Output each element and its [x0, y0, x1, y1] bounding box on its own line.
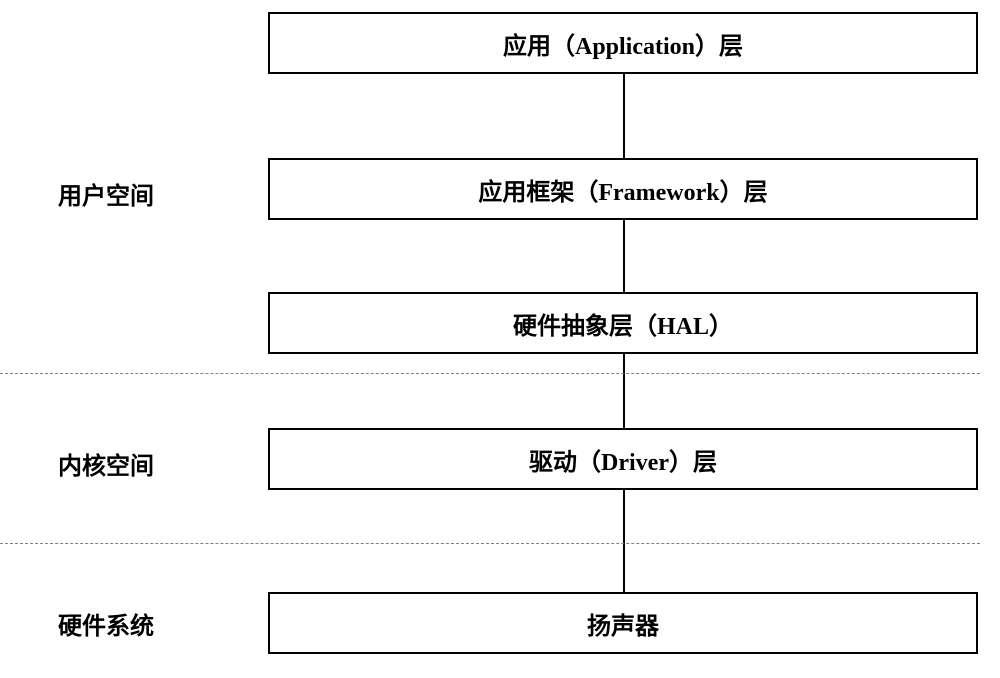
box-hal: 硬件抽象层（HAL） [268, 292, 978, 354]
connector-hal-driver [623, 354, 625, 428]
box-label-driver: 驱动（Driver）层 [529, 442, 717, 477]
diagram-stage: 应用（Application）层应用框架（Framework）层硬件抽象层（HA… [0, 0, 1000, 678]
box-label-framework: 应用框架（Framework）层 [478, 172, 767, 207]
separator-0 [0, 373, 980, 374]
connector-driver-speaker [623, 490, 625, 592]
box-label-application: 应用（Application）层 [503, 26, 743, 61]
box-label-speaker: 扬声器 [587, 606, 659, 641]
box-driver: 驱动（Driver）层 [268, 428, 978, 490]
zone-label-hardware-sys: 硬件系统 [58, 608, 208, 638]
zone-label-kernel-space: 内核空间 [58, 448, 208, 478]
separator-1 [0, 543, 980, 544]
connector-framework-hal [623, 220, 625, 292]
connector-application-framework [623, 74, 625, 158]
box-speaker: 扬声器 [268, 592, 978, 654]
box-application: 应用（Application）层 [268, 12, 978, 74]
box-framework: 应用框架（Framework）层 [268, 158, 978, 220]
box-label-hal: 硬件抽象层（HAL） [513, 306, 733, 341]
zone-label-user-space: 用户空间 [58, 178, 208, 208]
